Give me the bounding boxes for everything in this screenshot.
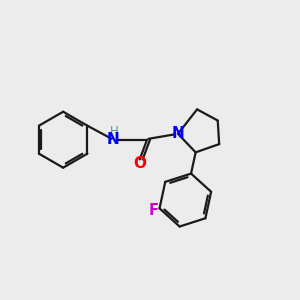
Text: O: O xyxy=(133,156,146,171)
Text: F: F xyxy=(148,203,158,218)
Text: H: H xyxy=(110,125,118,138)
Text: N: N xyxy=(107,132,120,147)
Text: N: N xyxy=(172,126,184,141)
